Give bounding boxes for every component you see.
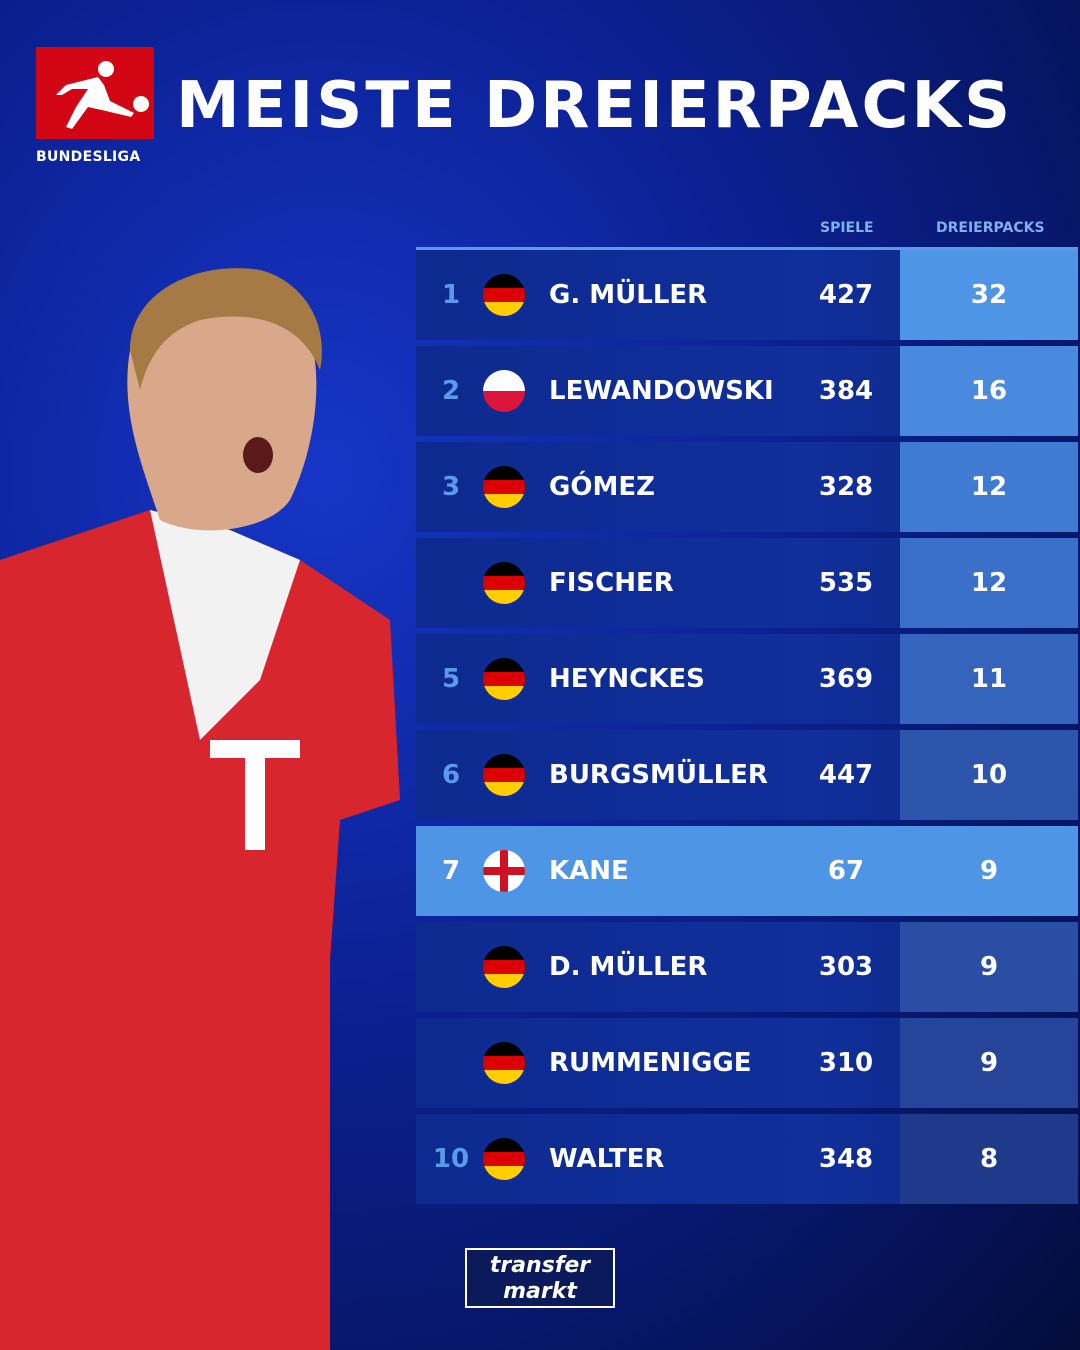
player-name: WALTER bbox=[549, 1144, 665, 1174]
poland-flag-icon bbox=[483, 370, 525, 412]
player-name: BURGSMÜLLER bbox=[549, 760, 768, 790]
bundesliga-logo bbox=[36, 47, 154, 139]
rank: 5 bbox=[441, 664, 461, 694]
rank: 7 bbox=[441, 856, 461, 886]
hattricks-value: 9 bbox=[900, 1018, 1078, 1108]
table-row: 7 KANE 67 9 bbox=[416, 826, 1078, 916]
logo-line-2: markt bbox=[503, 1279, 577, 1304]
hattricks-value: 10 bbox=[900, 730, 1078, 820]
table-top-rule bbox=[416, 247, 1078, 250]
hattricks-value: 12 bbox=[900, 538, 1078, 628]
table-row: 3 GÓMEZ 328 12 bbox=[416, 442, 1078, 532]
germany-flag-icon bbox=[483, 1138, 525, 1180]
bundesliga-wordmark: BUNDESLIGA bbox=[36, 149, 141, 165]
player-name: RUMMENIGGE bbox=[549, 1048, 752, 1078]
england-flag-icon bbox=[483, 850, 525, 892]
column-header-hattricks: DREIERPACKS bbox=[936, 220, 1045, 236]
column-header-games: SPIELE bbox=[820, 220, 874, 236]
rank: 6 bbox=[441, 760, 461, 790]
games-value: 303 bbox=[818, 952, 874, 982]
games-value: 310 bbox=[818, 1048, 874, 1078]
table-row: 10 WALTER 348 8 bbox=[416, 1114, 1078, 1204]
hattrick-table: 1 G. MÜLLER 427 32 2 LEWANDOWSKI 384 16 3 … bbox=[416, 247, 1078, 1210]
hattricks-value: 8 bbox=[900, 1114, 1078, 1204]
table-row: 1 G. MÜLLER 427 32 bbox=[416, 250, 1078, 340]
player-name: FISCHER bbox=[549, 568, 674, 598]
transfermarkt-logo: transfer markt bbox=[465, 1248, 615, 1308]
player-name: HEYNCKES bbox=[549, 664, 705, 694]
hattricks-value: 12 bbox=[900, 442, 1078, 532]
hattricks-value: 9 bbox=[900, 922, 1078, 1012]
player-name: KANE bbox=[549, 856, 629, 886]
table-row: RUMMENIGGE 310 9 bbox=[416, 1018, 1078, 1108]
hattricks-value: 32 bbox=[900, 250, 1078, 340]
player-name: LEWANDOWSKI bbox=[549, 376, 774, 406]
table-row: 2 LEWANDOWSKI 384 16 bbox=[416, 346, 1078, 436]
games-value: 328 bbox=[818, 472, 874, 502]
games-value: 535 bbox=[818, 568, 874, 598]
kicking-player-icon bbox=[56, 61, 149, 129]
table-row: D. MÜLLER 303 9 bbox=[416, 922, 1078, 1012]
germany-flag-icon bbox=[483, 274, 525, 316]
rank: 2 bbox=[441, 376, 461, 406]
page-title: MEISTE DREIERPACKS bbox=[176, 69, 1014, 143]
germany-flag-icon bbox=[483, 1042, 525, 1084]
table-row: FISCHER 535 12 bbox=[416, 538, 1078, 628]
germany-flag-icon bbox=[483, 562, 525, 604]
player-name: G. MÜLLER bbox=[549, 280, 708, 310]
hattricks-value: 16 bbox=[900, 346, 1078, 436]
germany-flag-icon bbox=[483, 754, 525, 796]
germany-flag-icon bbox=[483, 658, 525, 700]
player-name: D. MÜLLER bbox=[549, 952, 708, 982]
hattricks-value: 9 bbox=[900, 826, 1078, 916]
table-row: 5 HEYNCKES 369 11 bbox=[416, 634, 1078, 724]
germany-flag-icon bbox=[483, 946, 525, 988]
games-value: 447 bbox=[818, 760, 874, 790]
games-value: 369 bbox=[818, 664, 874, 694]
player-photo bbox=[0, 268, 400, 1350]
logo-line-1: transfer bbox=[489, 1253, 591, 1278]
rank: 3 bbox=[441, 472, 461, 502]
games-value: 384 bbox=[818, 376, 874, 406]
table-row: 6 BURGSMÜLLER 447 10 bbox=[416, 730, 1078, 820]
games-value: 427 bbox=[818, 280, 874, 310]
germany-flag-icon bbox=[483, 466, 525, 508]
games-value: 67 bbox=[827, 856, 865, 886]
hattricks-value: 11 bbox=[900, 634, 1078, 724]
games-value: 348 bbox=[818, 1144, 874, 1174]
rank: 10 bbox=[432, 1144, 470, 1174]
player-name: GÓMEZ bbox=[549, 472, 655, 502]
rank: 1 bbox=[441, 280, 461, 310]
